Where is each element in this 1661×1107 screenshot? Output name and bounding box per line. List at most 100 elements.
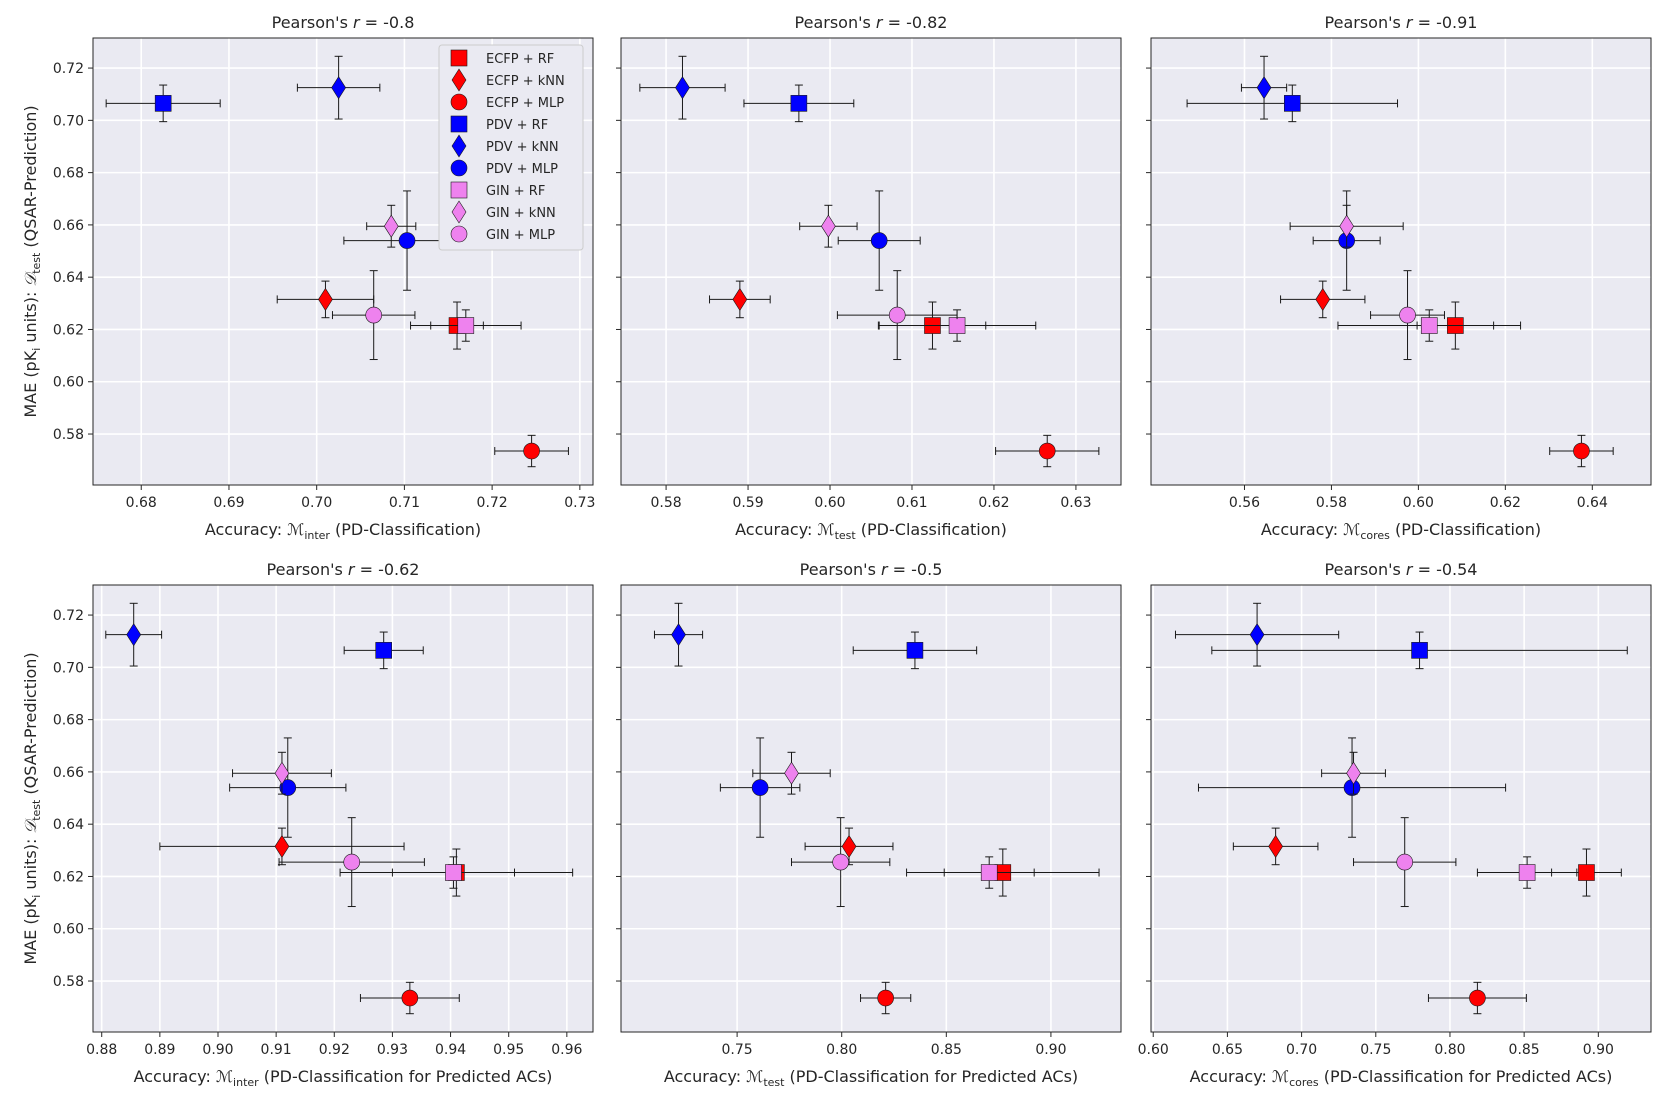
axes-frame xyxy=(92,37,594,486)
x-tick-label: 0.70 xyxy=(1286,1042,1317,1058)
x-tick-label: 0.88 xyxy=(86,1042,117,1058)
x-tick-label: 0.75 xyxy=(1360,1042,1391,1058)
y-tick-label: 0.70 xyxy=(53,113,84,129)
axes-frame xyxy=(1150,37,1652,486)
y-tick-label: 0.64 xyxy=(53,817,84,833)
point-gin-knn xyxy=(1339,214,1355,238)
legend-label-ecfp-mlp: ECFP + MLP xyxy=(486,96,564,111)
panel-1: 0.68 0.69 0.70 0.71 0.72 0.73 0.58 0.60 0.62 0.64… xyxy=(21,13,595,542)
panel-title: Pearson's r = -0.91 xyxy=(1325,13,1478,32)
panel-2: 0.58 0.59 0.60 0.61 0.62 0.63 Pearson's r = -0… xyxy=(616,13,1122,542)
legend-marker-ecfp-knn xyxy=(451,68,467,92)
point-ecfp-mlp xyxy=(1038,442,1056,460)
plot-area xyxy=(1151,585,1651,1032)
point-gin-rf xyxy=(445,864,462,881)
y-tick-label: 0.72 xyxy=(53,608,84,624)
point-pdv-rf xyxy=(906,642,924,659)
x-tick-label: 0.73 xyxy=(564,495,595,511)
x-tick-label: 0.65 xyxy=(1212,1042,1243,1058)
x-tick-label: 0.72 xyxy=(477,495,508,511)
x-tick-label: 0.58 xyxy=(1316,495,1347,511)
point-ecfp-knn xyxy=(732,287,748,311)
point-pdv-knn xyxy=(1249,623,1265,647)
y-tick-label: 0.62 xyxy=(53,322,84,338)
legend-marker-pdv-rf xyxy=(450,115,468,133)
point-ecfp-mlp xyxy=(877,989,894,1007)
point-pdv-knn xyxy=(675,76,690,100)
x-tick-label: 0.92 xyxy=(319,1042,350,1058)
x-tick-label: 0.60 xyxy=(814,495,845,511)
x-tick-label: 0.61 xyxy=(896,495,927,511)
y-tick-label: 0.58 xyxy=(53,974,84,990)
point-gin-rf xyxy=(1420,317,1438,334)
plot-area xyxy=(93,585,593,1032)
point-pdv-rf xyxy=(1411,642,1428,659)
point-ecfp-mlp xyxy=(523,442,540,460)
x-tick-label: 0.63 xyxy=(1060,495,1091,511)
legend-label-ecfp-knn: ECFP + kNN xyxy=(486,74,565,89)
legend-label-pdv-knn: PDV + kNN xyxy=(486,140,559,155)
panel-5: 0.75 0.80 0.85 0.90 Pearson's r = -0.5 Accura… xyxy=(616,560,1122,1089)
point-gin-knn xyxy=(821,214,836,238)
y-tick-label: 0.64 xyxy=(53,270,84,286)
point-gin-mlp xyxy=(1396,853,1414,871)
legend-label-gin-rf: GIN + RF xyxy=(486,184,545,199)
point-ecfp-mlp xyxy=(1469,989,1486,1007)
x-axis-label: Accuracy: ℳtest (PD-Classification) xyxy=(735,520,1007,542)
panel-6: 0.60 0.65 0.70 0.75 0.80 0.85 0.90 Pearson's r … xyxy=(1138,560,1652,1089)
legend: ECFP + RF ECFP + kNN ECFP + MLP PDV + RF PDV… xyxy=(438,44,584,251)
point-ecfp-knn xyxy=(1315,287,1331,311)
point-gin-rf xyxy=(1518,864,1536,881)
x-tick-label: 0.93 xyxy=(377,1042,408,1058)
point-pdv-rf xyxy=(154,95,172,112)
x-tick-label: 0.89 xyxy=(144,1042,175,1058)
panel-title: Pearson's r = -0.62 xyxy=(267,560,420,579)
x-tick-label: 0.60 xyxy=(1403,495,1434,511)
x-tick-label: 0.85 xyxy=(931,1042,962,1058)
point-gin-mlp xyxy=(888,306,906,324)
plot-area xyxy=(621,585,1121,1032)
point-pdv-mlp xyxy=(279,779,297,796)
legend-label-pdv-mlp: PDV + MLP xyxy=(486,162,558,177)
plot-area xyxy=(1151,38,1651,485)
x-tick-label: 0.90 xyxy=(1583,1042,1614,1058)
x-tick-label: 0.90 xyxy=(202,1042,233,1058)
panel-title: Pearson's r = -0.5 xyxy=(800,560,943,579)
point-ecfp-knn xyxy=(274,834,290,858)
point-gin-rf xyxy=(980,864,998,881)
x-tick-label: 0.70 xyxy=(301,495,332,511)
axes-frame xyxy=(620,37,1122,486)
point-ecfp-mlp xyxy=(1573,442,1590,460)
x-tick-label: 0.62 xyxy=(1490,495,1521,511)
y-tick-label: 0.68 xyxy=(53,166,84,182)
y-tick-label: 0.70 xyxy=(53,660,84,676)
x-axis-label: Accuracy: ℳtest (PD-Classification for P… xyxy=(664,1067,1078,1089)
point-gin-rf xyxy=(948,317,966,334)
point-gin-knn xyxy=(1346,761,1361,785)
point-ecfp-knn xyxy=(318,287,333,311)
x-tick-label: 0.90 xyxy=(1035,1042,1066,1058)
point-pdv-knn xyxy=(671,623,686,647)
point-pdv-rf xyxy=(790,95,808,112)
panel-title: Pearson's r = -0.82 xyxy=(795,13,948,32)
legend-label-ecfp-rf: ECFP + RF xyxy=(486,52,554,67)
x-tick-label: 0.80 xyxy=(1434,1042,1465,1058)
point-gin-knn xyxy=(784,761,799,785)
legend-marker-pdv-mlp xyxy=(450,159,468,177)
point-gin-rf xyxy=(457,317,475,334)
y-axis-label: MAE (pKi units): 𝒟test (QSAR-Prediction) xyxy=(21,652,43,964)
point-pdv-knn xyxy=(1256,76,1272,100)
axes-frame xyxy=(1150,584,1652,1033)
x-tick-label: 0.94 xyxy=(435,1042,466,1058)
y-tick-label: 0.66 xyxy=(53,765,84,781)
x-tick-label: 0.68 xyxy=(126,495,157,511)
legend-label-pdv-rf: PDV + RF xyxy=(486,118,548,133)
point-ecfp-mlp xyxy=(401,989,419,1007)
panel-title: Pearson's r = -0.54 xyxy=(1325,560,1478,579)
point-pdv-mlp xyxy=(751,779,769,796)
x-tick-label: 0.64 xyxy=(1577,495,1608,511)
legend-marker-ecfp-rf xyxy=(450,49,468,67)
y-tick-label: 0.60 xyxy=(53,922,84,938)
x-tick-label: 0.75 xyxy=(722,1042,753,1058)
